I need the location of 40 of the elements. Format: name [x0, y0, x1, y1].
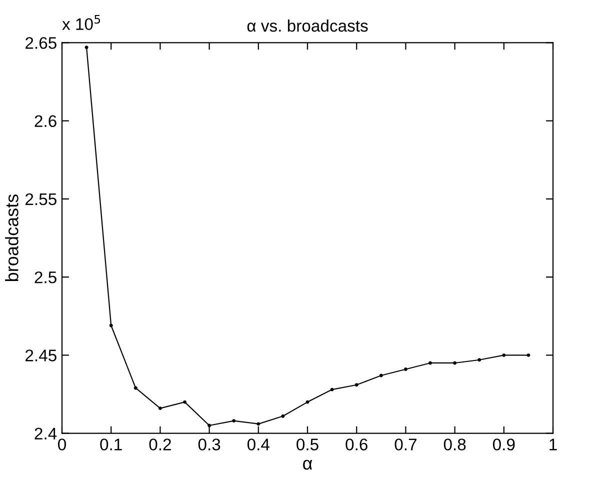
point: [453, 361, 457, 365]
x-tick-label: 0.6: [346, 438, 368, 450]
point: [158, 406, 162, 410]
point: [404, 368, 408, 371]
point: [478, 358, 482, 362]
x-axis-title: α: [303, 460, 312, 470]
point: [84, 46, 88, 50]
y-tick-label: 2.5: [34, 271, 56, 284]
y-tick-label: 2.65: [26, 37, 56, 49]
x-tick-label: 0.9: [492, 438, 515, 450]
x-tick-label: 0.2: [149, 438, 171, 450]
x-tick-label: 0.3: [198, 438, 220, 450]
y-tick-label: 2.45: [26, 350, 56, 362]
point: [281, 414, 285, 418]
point: [183, 400, 186, 404]
chart-title: α vs. broadcasts: [247, 20, 368, 32]
y-tick-label: 2.55: [26, 193, 56, 206]
x-tick-label: 0.8: [444, 438, 466, 450]
point: [134, 386, 138, 390]
x-tick-label: 0.1: [100, 438, 122, 450]
x-tick-label: 0: [58, 438, 66, 450]
y-tick-label: 2.4: [34, 428, 57, 440]
point: [428, 361, 432, 365]
point: [354, 383, 358, 387]
point: [256, 422, 260, 426]
x-tick-label: 0.4: [247, 438, 270, 450]
point: [502, 353, 506, 357]
point: [208, 424, 212, 428]
point: [526, 353, 530, 357]
point: [330, 388, 334, 392]
x-tick-label: 0.5: [296, 438, 318, 450]
point: [306, 400, 310, 404]
y-axis-title: broadcasts: [5, 194, 18, 281]
x-tick-label: 0.7: [394, 438, 416, 450]
x-tick-label: 1: [550, 438, 557, 450]
point: [109, 324, 113, 328]
text: x 10$^{5}$: [62, 15, 100, 30]
y-tick-label: 2.6: [34, 115, 56, 128]
point: [232, 419, 236, 423]
point: [379, 374, 383, 378]
